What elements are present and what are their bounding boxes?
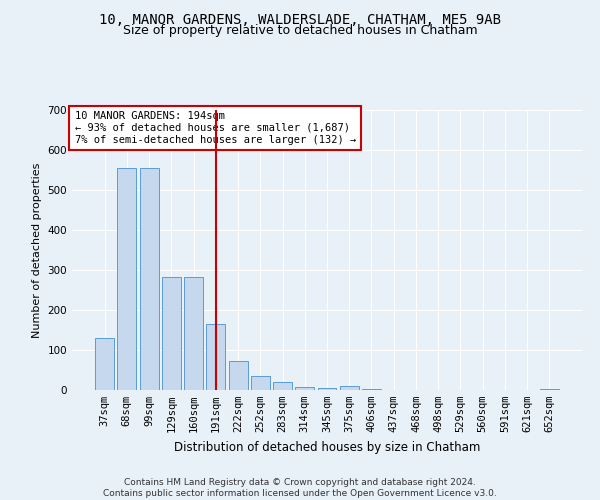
X-axis label: Distribution of detached houses by size in Chatham: Distribution of detached houses by size … (174, 440, 480, 454)
Bar (540, 389, 559, 390)
Text: 10 MANOR GARDENS: 194sqm
← 93% of detached houses are smaller (1,687)
7% of semi: 10 MANOR GARDENS: 194sqm ← 93% of detach… (74, 112, 356, 144)
Bar (140, 168, 158, 390)
Y-axis label: Number of detached properties: Number of detached properties (32, 162, 42, 338)
Bar (295, 387, 314, 390)
Bar (184, 277, 203, 390)
Bar (317, 388, 337, 390)
Bar (273, 382, 292, 390)
Text: Contains HM Land Registry data © Crown copyright and database right 2024.
Contai: Contains HM Land Registry data © Crown c… (103, 478, 497, 498)
Bar (251, 376, 270, 390)
Bar (229, 361, 248, 390)
Bar (340, 386, 359, 390)
Bar (206, 324, 225, 390)
Text: Size of property relative to detached houses in Chatham: Size of property relative to detached ho… (122, 24, 478, 37)
Bar (95, 338, 114, 390)
Bar (162, 277, 181, 390)
Bar (362, 389, 381, 390)
Bar (118, 168, 136, 390)
Text: 10, MANOR GARDENS, WALDERSLADE, CHATHAM, ME5 9AB: 10, MANOR GARDENS, WALDERSLADE, CHATHAM,… (99, 12, 501, 26)
